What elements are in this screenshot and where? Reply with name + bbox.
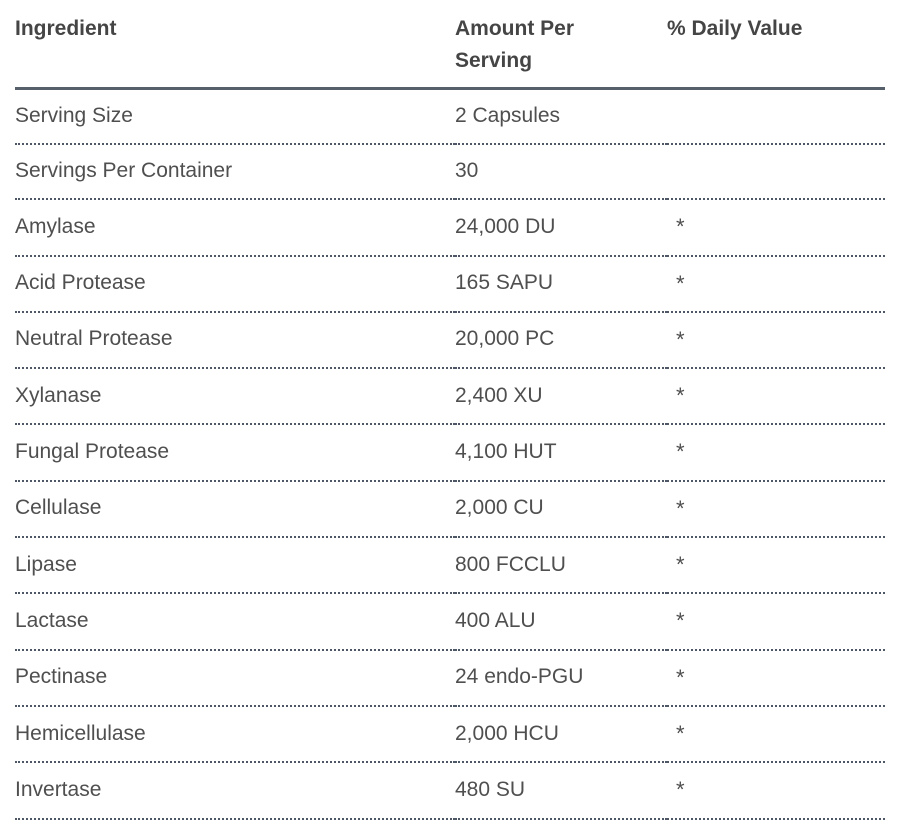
- ingredient-name: Invertase: [15, 762, 455, 820]
- table-row: Lipase 800 FCCLU *: [15, 537, 885, 595]
- column-header-ingredient-label: Ingredient: [15, 17, 117, 40]
- amount-per-serving-value: 165 SAPU: [455, 255, 667, 313]
- ingredient-name: Amylase: [15, 199, 455, 257]
- amount-per-serving-value: 30: [455, 144, 667, 201]
- amount-per-serving-value: 2,000 HCU: [455, 705, 667, 764]
- table-row: Cellulase 2,000 CU *: [15, 480, 885, 539]
- table-row: Acid Protease 165 SAPU *: [15, 255, 885, 313]
- amount-per-serving-value: 480 SU: [455, 762, 667, 820]
- daily-value-cell: *: [667, 255, 885, 313]
- ingredient-name: Acid Protease: [15, 255, 455, 313]
- column-header-daily-value-label: % Daily Value: [667, 17, 803, 40]
- daily-value-cell: [667, 144, 885, 201]
- table-row: Servings Per Container 30: [15, 144, 885, 201]
- table-row: Pectinase 24 endo-PGU *: [15, 649, 885, 707]
- ingredient-name: Servings Per Container: [15, 144, 455, 201]
- table-row: Hemicellulase 2,000 HCU *: [15, 705, 885, 764]
- amount-per-serving-value: 20,000 PC: [455, 311, 667, 370]
- ingredient-name: Cellulase: [15, 480, 455, 539]
- daily-value-cell: *: [667, 537, 885, 595]
- table-row: Fungal Protease 4,100 HUT *: [15, 424, 885, 482]
- daily-value-cell: *: [667, 593, 885, 651]
- daily-value-cell: *: [667, 762, 885, 820]
- table-row: Xylanase 2,400 XU *: [15, 368, 885, 426]
- ingredient-name: Fungal Protease: [15, 424, 455, 482]
- table-row: Amylase 24,000 DU *: [15, 199, 885, 257]
- ingredient-name: Lipase: [15, 537, 455, 595]
- column-header-ingredient: Ingredient: [15, 0, 455, 90]
- column-header-daily-value: % Daily Value: [667, 0, 885, 90]
- daily-value-cell: *: [667, 311, 885, 370]
- amount-per-serving-value: 400 ALU: [455, 593, 667, 651]
- amount-per-serving-value: 24,000 DU: [455, 199, 667, 257]
- amount-per-serving-value: 4,100 HUT: [455, 424, 667, 482]
- ingredient-name: Pectinase: [15, 649, 455, 707]
- daily-value-cell: *: [667, 705, 885, 764]
- ingredient-name: Serving Size: [15, 88, 455, 146]
- ingredient-name: Lactase: [15, 593, 455, 651]
- header-row: Ingredient Amount Per Serving % Daily Va…: [15, 0, 885, 90]
- column-header-amount-per-serving-label: Amount Per Serving: [455, 17, 575, 72]
- column-header-amount-per-serving: Amount Per Serving: [455, 0, 667, 90]
- daily-value-cell: [667, 88, 885, 146]
- daily-value-cell: *: [667, 480, 885, 539]
- ingredients-table: Ingredient Amount Per Serving % Daily Va…: [15, 0, 885, 820]
- amount-per-serving-value: 2 Capsules: [455, 88, 667, 146]
- ingredient-name: Neutral Protease: [15, 311, 455, 370]
- daily-value-cell: *: [667, 424, 885, 482]
- table-row: Neutral Protease 20,000 PC *: [15, 311, 885, 370]
- daily-value-cell: *: [667, 368, 885, 426]
- daily-value-cell: *: [667, 199, 885, 257]
- table-body: Serving Size 2 Capsules Servings Per Con…: [15, 88, 885, 820]
- table-row: Invertase 480 SU *: [15, 762, 885, 820]
- amount-per-serving-value: 2,400 XU: [455, 368, 667, 426]
- ingredient-name: Xylanase: [15, 368, 455, 426]
- amount-per-serving-value: 2,000 CU: [455, 480, 667, 539]
- table-row: Serving Size 2 Capsules: [15, 88, 885, 146]
- amount-per-serving-value: 800 FCCLU: [455, 537, 667, 595]
- ingredient-name: Hemicellulase: [15, 705, 455, 764]
- amount-per-serving-value: 24 endo-PGU: [455, 649, 667, 707]
- table-row: Lactase 400 ALU *: [15, 593, 885, 651]
- daily-value-cell: *: [667, 649, 885, 707]
